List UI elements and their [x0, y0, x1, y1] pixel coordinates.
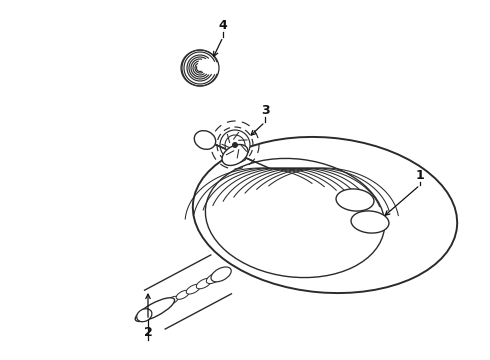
Ellipse shape [137, 309, 152, 322]
Ellipse shape [211, 267, 231, 282]
Text: 4: 4 [219, 18, 227, 32]
Ellipse shape [225, 135, 245, 155]
Ellipse shape [206, 272, 222, 284]
Ellipse shape [176, 290, 189, 299]
Ellipse shape [220, 130, 250, 160]
Ellipse shape [218, 272, 224, 277]
Text: 3: 3 [261, 104, 270, 117]
Text: 1: 1 [416, 168, 424, 181]
Ellipse shape [219, 273, 223, 276]
Text: 2: 2 [144, 327, 152, 339]
Ellipse shape [232, 143, 238, 148]
Ellipse shape [156, 302, 167, 310]
Ellipse shape [336, 189, 374, 211]
Ellipse shape [351, 211, 389, 233]
Ellipse shape [195, 131, 216, 149]
Ellipse shape [205, 158, 385, 278]
Ellipse shape [186, 284, 200, 294]
Ellipse shape [135, 298, 174, 321]
Ellipse shape [181, 50, 219, 86]
Ellipse shape [216, 271, 226, 278]
Ellipse shape [166, 296, 178, 305]
Ellipse shape [222, 144, 248, 166]
Ellipse shape [193, 137, 457, 293]
Ellipse shape [214, 269, 228, 280]
Ellipse shape [196, 278, 212, 289]
